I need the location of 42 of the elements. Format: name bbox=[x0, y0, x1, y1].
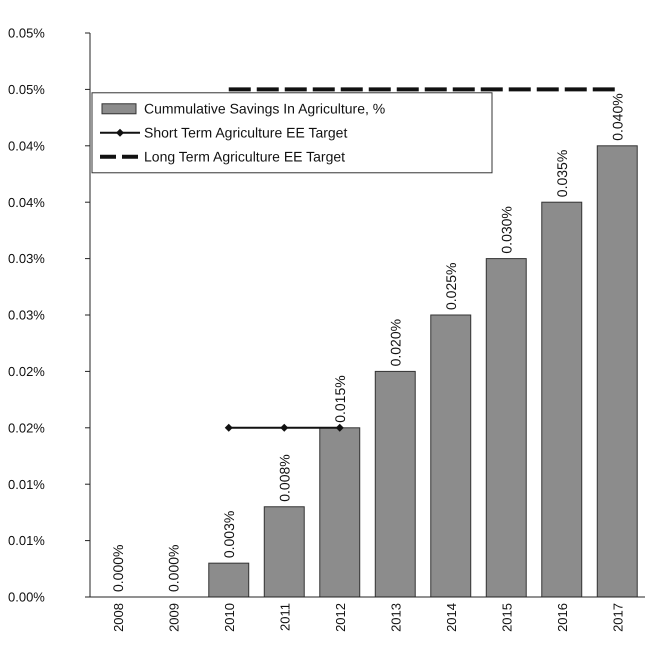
y-tick-label: 0.05% bbox=[8, 26, 46, 41]
y-tick-label: 0.02% bbox=[8, 420, 46, 436]
x-tick-label: 2008 bbox=[110, 603, 126, 632]
data-label: 0.008% bbox=[276, 454, 292, 502]
x-tick-label: 2014 bbox=[444, 603, 459, 632]
bar bbox=[319, 427, 360, 598]
x-tick-label: 2011 bbox=[277, 603, 292, 631]
legend-label: Cummulative Savings In Agriculture, % bbox=[144, 100, 386, 117]
y-tick-label: 0.03% bbox=[8, 308, 46, 323]
y-tick-label: 0.00% bbox=[8, 590, 46, 605]
data-label: 0.025% bbox=[442, 262, 459, 310]
x-tick-label: 2009 bbox=[166, 603, 182, 632]
y-tick-label: 0.01% bbox=[8, 533, 46, 548]
data-label: 0.003% bbox=[220, 510, 237, 558]
data-label: 0.020% bbox=[387, 318, 404, 366]
bar bbox=[374, 370, 416, 598]
bar bbox=[486, 258, 527, 598]
data-label: 0.035% bbox=[554, 150, 570, 198]
legend-label: Long Term Agriculture EE Target bbox=[144, 148, 346, 165]
data-label: 0.030% bbox=[498, 206, 514, 254]
x-tick-label: 2012 bbox=[332, 603, 348, 632]
x-tick-label: 2017 bbox=[610, 603, 626, 632]
y-tick-label: 0.01% bbox=[8, 476, 46, 492]
bar bbox=[430, 314, 472, 598]
x-tick-label: 2015 bbox=[499, 603, 514, 632]
bar bbox=[208, 562, 250, 598]
data-label: 0.000% bbox=[165, 544, 182, 592]
legend-label: Short Term Agriculture EE Target bbox=[144, 124, 348, 141]
bar bbox=[264, 506, 305, 598]
x-tick-label: 2013 bbox=[388, 603, 404, 632]
y-tick-label: 0.03% bbox=[8, 251, 46, 266]
x-tick-label: 2016 bbox=[554, 603, 570, 632]
y-tick-label: 0.05% bbox=[8, 82, 46, 97]
bar bbox=[541, 202, 582, 598]
y-tick-label: 0.02% bbox=[8, 364, 46, 379]
y-tick-label: 0.04% bbox=[8, 194, 46, 210]
y-tick-label: 0.04% bbox=[8, 138, 46, 154]
data-label: 0.000% bbox=[110, 544, 126, 592]
data-label: 0.015% bbox=[332, 375, 348, 423]
data-label: 0.040% bbox=[609, 93, 626, 141]
bar bbox=[596, 145, 638, 598]
x-tick-label: 2010 bbox=[222, 603, 237, 632]
